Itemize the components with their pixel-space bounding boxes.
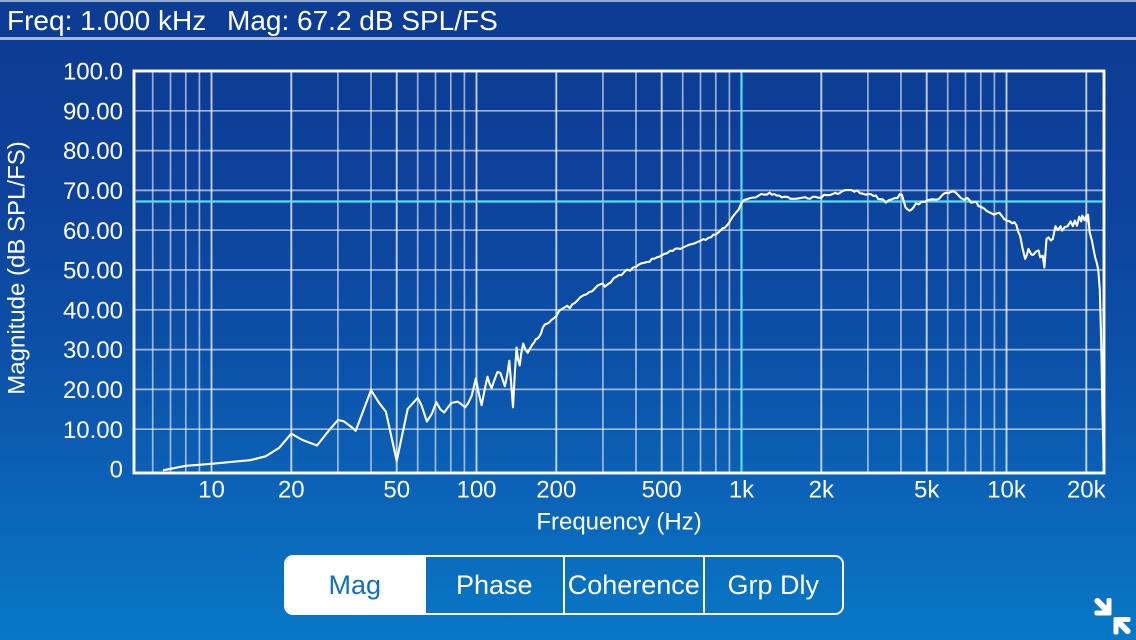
svg-text:100: 100 <box>456 477 496 504</box>
svg-text:80.00: 80.00 <box>63 138 123 165</box>
svg-text:Magnitude (dB SPL/FS): Magnitude (dB SPL/FS) <box>4 141 31 394</box>
svg-text:20.00: 20.00 <box>63 377 123 404</box>
svg-text:500: 500 <box>642 477 682 504</box>
svg-text:60.00: 60.00 <box>63 218 123 245</box>
svg-text:10k: 10k <box>987 477 1027 504</box>
svg-text:70.00: 70.00 <box>63 178 123 205</box>
svg-text:10.00: 10.00 <box>63 417 123 444</box>
svg-text:10: 10 <box>198 477 225 504</box>
svg-text:200: 200 <box>536 477 576 504</box>
svg-text:20k: 20k <box>1067 477 1107 504</box>
svg-text:30.00: 30.00 <box>63 337 123 364</box>
svg-text:1k: 1k <box>729 477 755 504</box>
svg-text:20: 20 <box>278 477 305 504</box>
svg-text:Frequency (Hz): Frequency (Hz) <box>536 509 701 536</box>
svg-text:40.00: 40.00 <box>63 297 123 324</box>
svg-text:90.00: 90.00 <box>63 98 123 125</box>
svg-text:50.00: 50.00 <box>63 258 123 285</box>
svg-text:2k: 2k <box>809 477 835 504</box>
svg-text:100.0: 100.0 <box>63 59 123 86</box>
svg-text:5k: 5k <box>914 477 940 504</box>
svg-text:50: 50 <box>383 477 410 504</box>
svg-text:0: 0 <box>110 457 123 484</box>
